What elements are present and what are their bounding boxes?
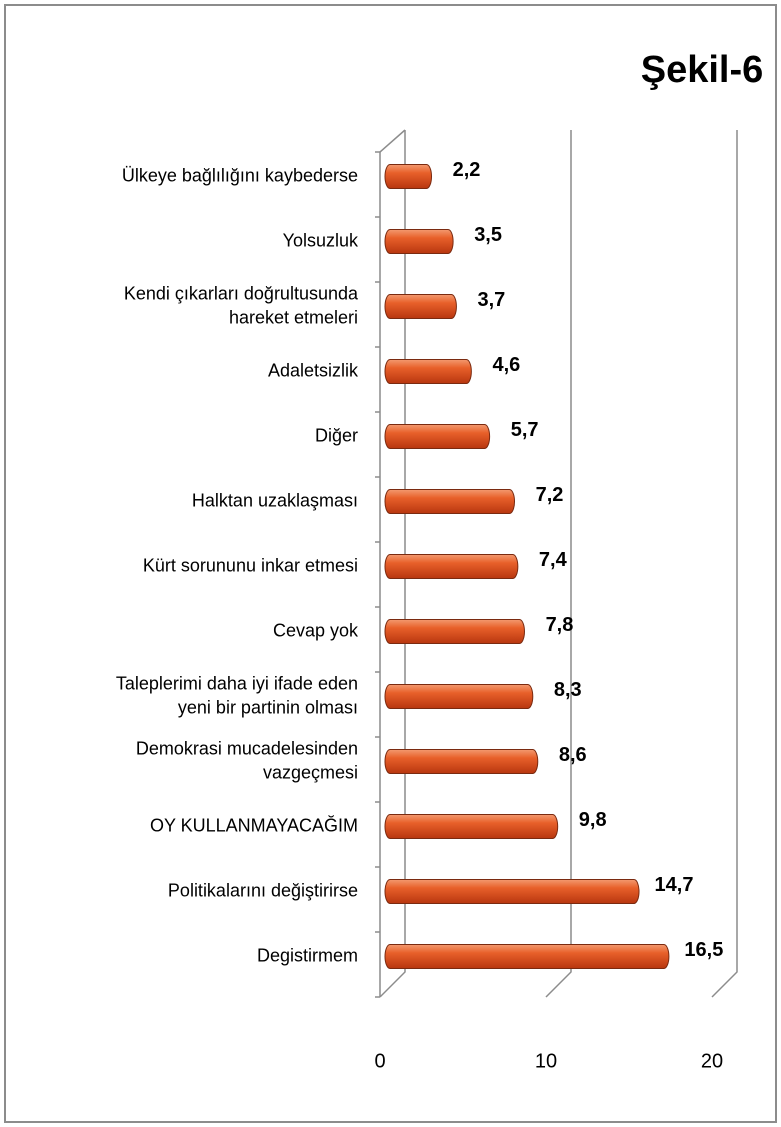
category-label-line: Diğer <box>315 425 358 445</box>
category-label: Demokrasi mucadelesinden vazgeçmesi <box>136 738 358 782</box>
category-label-line: yeni bir partinin olması <box>178 697 358 717</box>
bar <box>384 684 534 709</box>
bar <box>384 944 670 969</box>
category-label: Kendi çıkarları doğrultusunda hareket etm… <box>124 283 359 327</box>
bar <box>384 879 640 904</box>
category-label-line: Yolsuzluk <box>283 230 359 250</box>
value-label: 2,2 <box>453 159 481 181</box>
category-label-line: Degistirmem <box>257 945 358 965</box>
category-label-line: hareket etmeleri <box>229 307 358 327</box>
category-label-line: Halktan uzaklaşması <box>192 490 358 510</box>
value-label: 16,5 <box>684 939 723 961</box>
category-label: Cevap yok <box>273 620 359 640</box>
category-label-line: Kürt sorununu inkar etmesi <box>143 555 358 575</box>
x-tick-label: 10 <box>535 1050 557 1072</box>
bar <box>384 229 454 254</box>
value-label: 5,7 <box>511 419 539 441</box>
category-label-line: vazgeçmesi <box>263 762 358 782</box>
category-label: OY KULLANMAYACAĞIM <box>150 814 358 835</box>
category-label-line: Demokrasi mucadelesinden <box>136 738 358 758</box>
value-label: 4,6 <box>492 354 520 376</box>
value-label: 8,6 <box>559 744 587 766</box>
category-label-line: Politikalarını değiştirirse <box>168 880 358 900</box>
category-label-line: Ülkeye bağlılığını kaybederse <box>122 165 358 185</box>
category-label: Yolsuzluk <box>283 230 359 250</box>
x-tick-label: 0 <box>374 1050 385 1072</box>
value-label: 7,4 <box>539 549 568 571</box>
chart-title: Şekil-6 <box>641 49 764 91</box>
grid-line <box>711 130 738 998</box>
axis-line <box>379 129 406 153</box>
bar <box>384 164 433 189</box>
category-label-line: Adaletsizlik <box>268 360 359 380</box>
category-label: Diğer <box>315 425 358 445</box>
bar <box>384 554 519 579</box>
category-label: Halktan uzaklaşması <box>192 490 358 510</box>
category-label: Ülkeye bağlılığını kaybederse <box>122 165 358 185</box>
category-label: Taleplerimi daha iyi ifade eden yeni bir … <box>116 673 358 717</box>
value-label: 3,7 <box>478 289 506 311</box>
category-label: Kürt sorununu inkar etmesi <box>143 555 358 575</box>
grid-line <box>545 130 572 998</box>
category-label-line: Cevap yok <box>273 620 359 640</box>
bar <box>384 749 539 774</box>
value-label: 14,7 <box>655 874 694 896</box>
value-label: 8,3 <box>554 679 582 701</box>
category-label-line: Taleplerimi daha iyi ifade eden <box>116 673 358 693</box>
grid-line <box>379 130 406 998</box>
category-label-line: OY KULLANMAYACAĞIM <box>150 814 358 835</box>
value-label: 7,2 <box>536 484 564 506</box>
category-label: Politikalarını değiştirirse <box>168 880 358 900</box>
x-tick-label: 20 <box>701 1050 723 1072</box>
bar <box>384 814 559 839</box>
value-label: 3,5 <box>474 224 502 246</box>
value-label: 7,8 <box>546 614 574 636</box>
bar <box>384 359 472 384</box>
category-label: Adaletsizlik <box>268 360 359 380</box>
bar <box>384 619 525 644</box>
bar <box>384 424 491 449</box>
category-label-line: Kendi çıkarları doğrultusunda <box>124 283 359 303</box>
value-label: 9,8 <box>579 809 607 831</box>
bar <box>384 294 457 319</box>
category-label: Degistirmem <box>257 945 358 965</box>
bar <box>384 489 516 514</box>
